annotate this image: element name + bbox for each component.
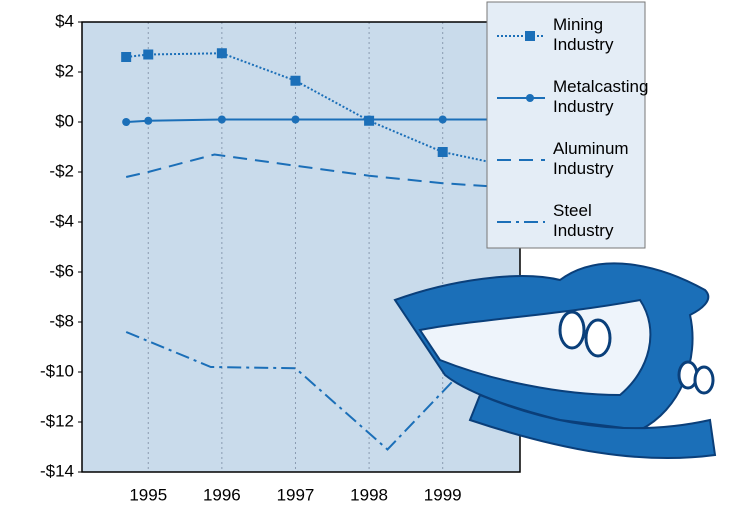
y-tick-label: $0 (55, 111, 74, 130)
y-tick-label: -$6 (49, 261, 74, 280)
marker (525, 31, 535, 41)
marker (122, 118, 131, 126)
legend: Mining Industry Metalcasting Industry Alumin… (497, 15, 648, 240)
x-tick-label: 1997 (277, 485, 315, 504)
marker (290, 75, 301, 86)
x-tick-label: 1999 (424, 485, 462, 504)
marker (291, 115, 300, 124)
y-tick-label: -$10 (40, 361, 74, 380)
y-tick-label: -$8 (49, 311, 74, 330)
x-tick-label: 1995 (129, 485, 167, 504)
y-tick-label: -$4 (49, 211, 74, 230)
y-tick-label: $2 (55, 61, 74, 80)
y-tick-label: $4 (55, 11, 74, 30)
grid (147, 22, 444, 472)
legend-box (486, 1, 646, 249)
legend-label: Steel Industry (553, 201, 614, 240)
legend-label: Mining Industry (553, 15, 614, 54)
legend-label: Metalcasting Industry (553, 77, 648, 116)
marker (216, 48, 227, 59)
marker (121, 52, 132, 62)
y-tick-label: -$14 (40, 461, 74, 480)
series-line (125, 331, 477, 451)
y-tick-label: -$12 (40, 411, 74, 430)
marker (143, 49, 154, 60)
marker (217, 115, 226, 124)
airplane-illustration (393, 262, 717, 460)
plot-area (82, 22, 520, 472)
y-tick-label: -$2 (49, 161, 74, 180)
lines (121, 48, 507, 451)
x-tick-label: 1998 (350, 485, 388, 504)
marker (438, 115, 447, 124)
marker (437, 147, 448, 157)
marker (144, 116, 153, 125)
x-tick-label: 1996 (203, 485, 241, 504)
marker (365, 115, 374, 124)
marker (526, 94, 534, 102)
legend-label: Aluminum Industry (553, 139, 629, 178)
series-line (125, 153, 502, 188)
